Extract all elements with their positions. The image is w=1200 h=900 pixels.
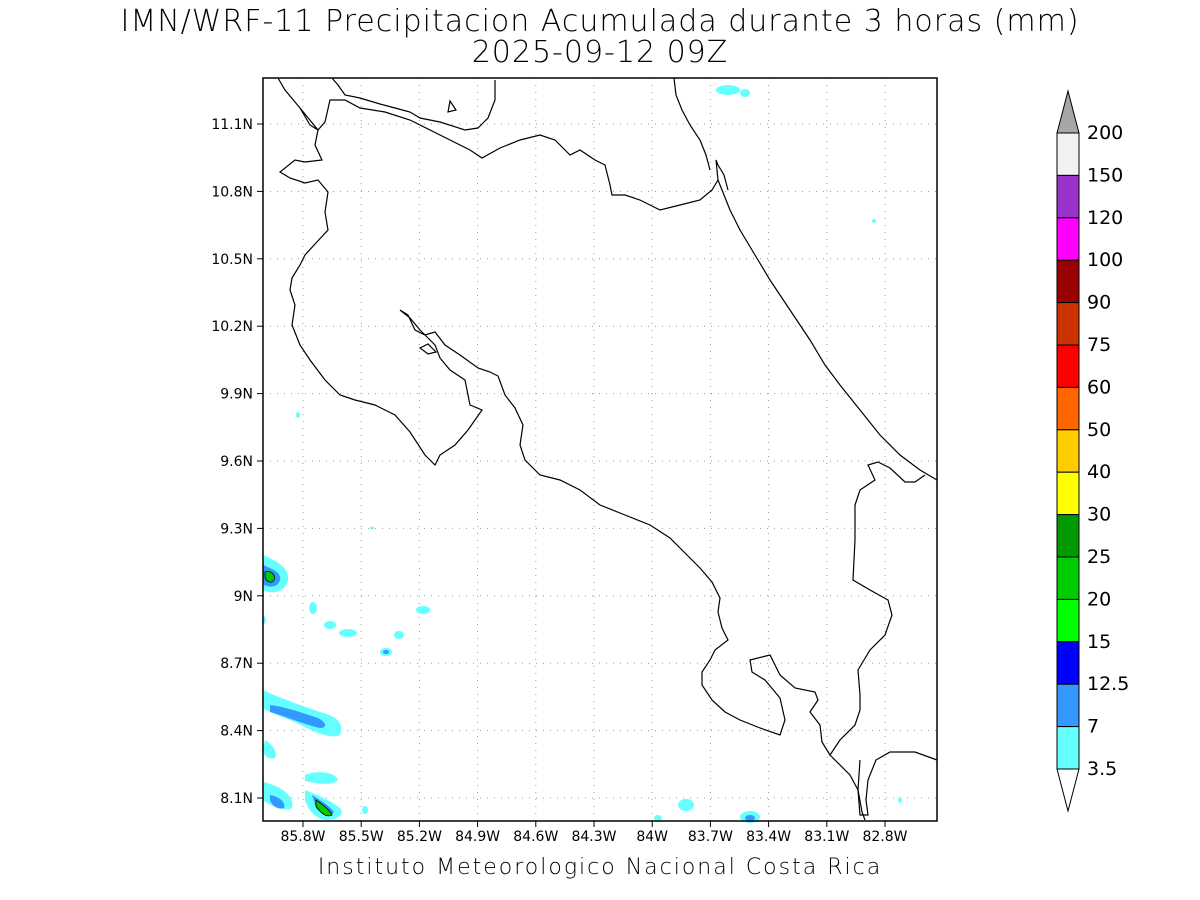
lon-tick-label: 83.4W xyxy=(746,829,791,845)
lon-tick-label: 84.9W xyxy=(455,829,500,845)
precip-patch-southwest xyxy=(263,690,342,820)
lat-tick-label: 9.6N xyxy=(220,454,253,470)
colorbar-segment xyxy=(1056,259,1080,304)
lat-tick-label: 8.1N xyxy=(220,791,253,807)
colorbar-segment xyxy=(1056,683,1080,728)
nicaragua-pacific-upper xyxy=(331,77,496,131)
gridlines xyxy=(263,78,937,821)
map-valid-time: 2025-09-12 09Z xyxy=(471,35,729,70)
colorbar-label: 30 xyxy=(1087,504,1111,526)
colorbar-segment xyxy=(1056,514,1080,558)
gulf-nicoya-island xyxy=(418,343,438,355)
lat-tick-label: 11.1N xyxy=(211,117,253,133)
colorbar-top-arrow xyxy=(1056,89,1080,134)
lat-tick-label: 8.4N xyxy=(220,724,253,740)
lon-tick-label: 84W xyxy=(636,829,668,845)
institution-footer: Instituto Meteorologico Nacional Costa R… xyxy=(317,855,883,880)
colorbar-label: 7 xyxy=(1087,716,1099,738)
panama-border xyxy=(829,751,938,816)
colorbar-segment xyxy=(1056,641,1080,685)
colorbar-segment xyxy=(1056,726,1080,770)
nicaragua-caribbean-coast xyxy=(673,77,711,171)
lon-tick-label: 85.5W xyxy=(339,829,384,845)
costa-rica-pacific-coast xyxy=(278,107,926,757)
osa-peninsula xyxy=(857,759,866,821)
lon-tick-label: 84.3W xyxy=(571,829,616,845)
colorbar-label: 60 xyxy=(1087,376,1111,398)
costa-rica-caribbean-coast xyxy=(717,179,938,481)
colorbar-label: 25 xyxy=(1087,546,1111,568)
map-plot-area xyxy=(262,77,938,823)
colorbar-segment xyxy=(1056,174,1080,219)
lat-tick-label: 9N xyxy=(234,589,253,605)
lat-tick-label: 8.7N xyxy=(220,656,253,672)
colorbar-bottom-arrow xyxy=(1056,768,1080,813)
nicaragua-border-coast xyxy=(277,77,729,211)
colorbar-label: 200 xyxy=(1087,122,1123,144)
colorbar-segment xyxy=(1056,598,1080,643)
lat-tick-label: 9.9N xyxy=(220,387,253,403)
lat-tick-label: 10.2N xyxy=(211,319,253,335)
precipitation-areas xyxy=(262,85,902,823)
lat-tick-label: 9.3N xyxy=(220,521,253,537)
lon-tick-label: 83.1W xyxy=(804,829,849,845)
nicaragua-island xyxy=(447,99,457,113)
colorbar-label: 75 xyxy=(1087,334,1111,356)
colorbar-segment xyxy=(1056,302,1080,346)
precip-patch-west-coast xyxy=(263,555,289,593)
lat-tick-label: 10.8N xyxy=(211,184,253,200)
latitude-axis: 11.1N 10.8N 10.5N 10.2N 9.9N 9.6N 9.3N 9N 8.7N 8.… xyxy=(211,117,263,807)
colorbar-label: 12.5 xyxy=(1087,673,1129,695)
lat-tick-label: 10.5N xyxy=(211,252,253,268)
colorbar-segment xyxy=(1056,132,1080,176)
colorbar-label: 150 xyxy=(1087,164,1123,186)
colorbar-label: 15 xyxy=(1087,631,1111,653)
lon-tick-label: 83.7W xyxy=(688,829,733,845)
colorbar-segment xyxy=(1056,471,1080,516)
colorbar-segment xyxy=(1056,429,1080,473)
colorbar-label: 3.5 xyxy=(1087,758,1117,780)
lon-tick-label: 85.2W xyxy=(397,829,442,845)
colorbar-segment xyxy=(1056,217,1080,261)
colorbar-segment xyxy=(1056,556,1080,600)
colorbar-label: 90 xyxy=(1087,292,1111,314)
colorbar-label: 20 xyxy=(1087,588,1111,610)
lon-tick-label: 84.6W xyxy=(513,829,558,845)
lon-tick-label: 85.8W xyxy=(280,829,325,845)
coastlines-and-borders xyxy=(277,77,938,821)
precipitation-colorbar: 200 150 120 100 90 75 60 50 40 30 25 20 15 12.5 7 3.5 xyxy=(1056,89,1129,813)
colorbar-segment xyxy=(1056,386,1080,431)
precip-patch-scattered xyxy=(262,85,902,823)
map-title: IMN/WRF-11 Precipitacion Acumulada duran… xyxy=(120,4,1080,39)
colorbar-label: 120 xyxy=(1087,207,1123,229)
longitude-axis: 85.8W 85.5W 85.2W 84.9W 84.6W 84.3W 84W 83.7W 83… xyxy=(280,821,908,845)
lon-tick-label: 82.8W xyxy=(862,829,907,845)
colorbar-segment xyxy=(1056,344,1080,388)
colorbar-label: 50 xyxy=(1087,419,1111,441)
colorbar-label: 40 xyxy=(1087,461,1111,483)
colorbar-label: 100 xyxy=(1087,249,1123,271)
